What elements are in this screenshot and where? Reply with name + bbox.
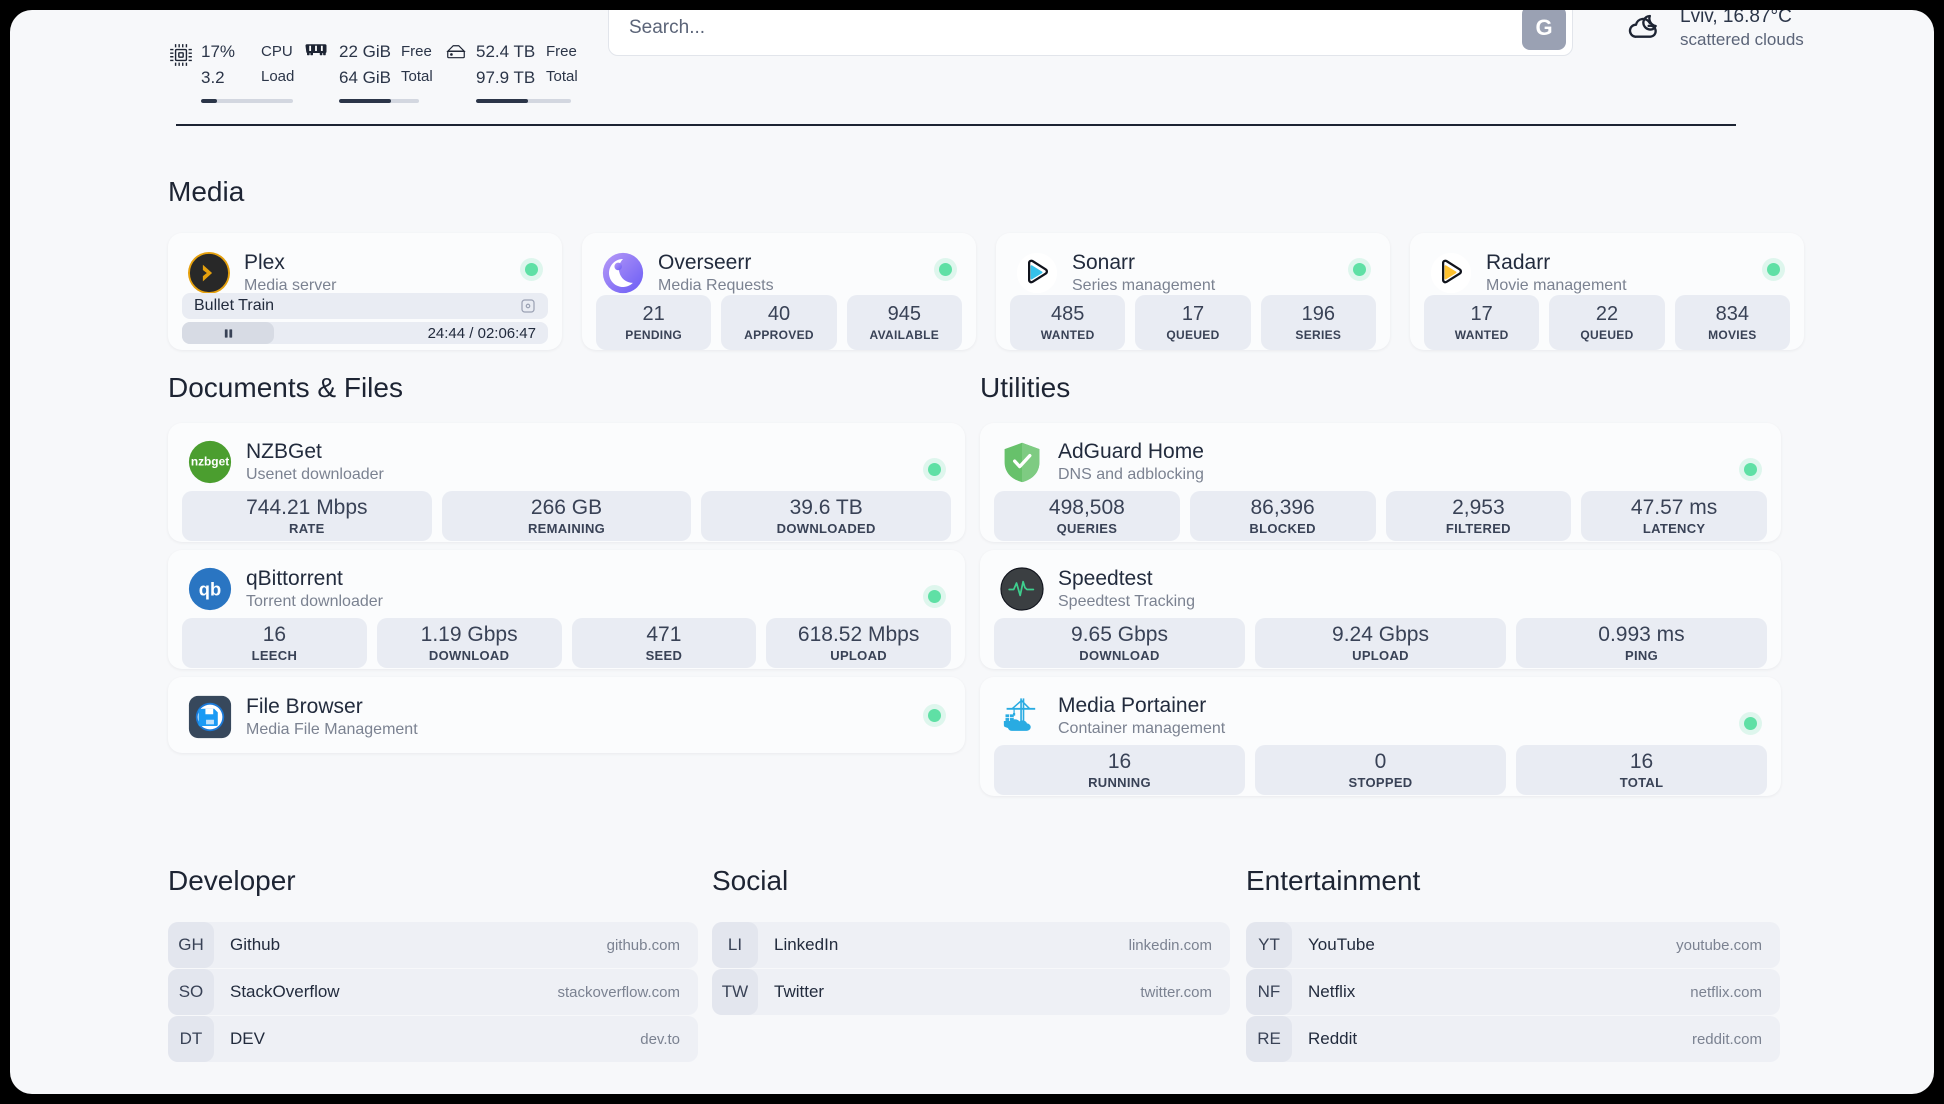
svg-text:qb: qb	[199, 578, 221, 599]
svg-text:nzbget: nzbget	[191, 455, 229, 469]
